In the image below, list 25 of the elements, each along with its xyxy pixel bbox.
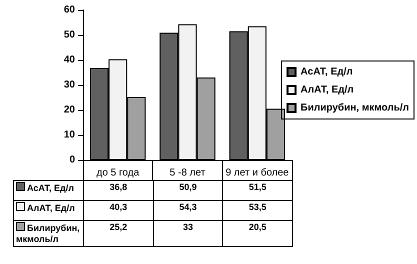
data-label: 50,9: [153, 180, 223, 200]
legend-label: АлАТ, Ед/л: [300, 84, 354, 96]
y-tick-label: 30: [64, 80, 76, 90]
y-tick-label: 20: [64, 104, 76, 116]
x-tick-label: 5 -8 лет: [170, 168, 206, 178]
data-label: 36,8: [84, 180, 154, 200]
text: АсАТ, Ед/л: [300, 66, 353, 78]
y-tick-label: 0: [69, 154, 76, 166]
data-label: 53,5: [222, 200, 292, 220]
x-tick-label: до 5 года: [96, 168, 140, 178]
data-label: 51,5: [222, 180, 292, 200]
y-tick-label: 60: [64, 4, 76, 16]
data-label: 20,5: [222, 220, 292, 246]
data-label: 25,2: [84, 220, 154, 246]
y-tick-label: 40: [64, 54, 76, 66]
data-label: 54,3: [153, 200, 223, 220]
text: Билирубин, мкмоль/л: [16, 223, 80, 244]
data-label: 33: [153, 220, 223, 246]
x-tick-label: 9 лет и более: [226, 168, 290, 178]
legend-label: АсАТ, Ед/л: [14, 180, 84, 200]
y-tick-label: 10: [64, 130, 76, 140]
y-tick-label: 50: [64, 30, 76, 40]
data-label: 40,3: [84, 200, 154, 220]
legend-label: Билирубин, мкмоль/л: [300, 102, 409, 114]
text: АлАТ, Ед/л: [27, 203, 75, 213]
